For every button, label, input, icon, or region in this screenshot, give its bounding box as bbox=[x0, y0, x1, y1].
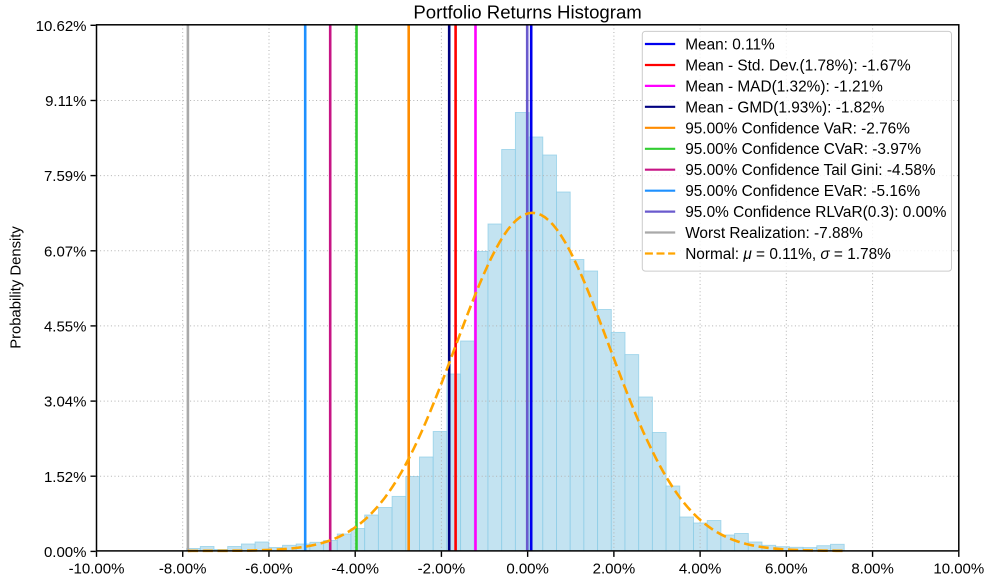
svg-text:Portfolio Returns Histogram: Portfolio Returns Histogram bbox=[413, 1, 641, 22]
svg-text:Normal: μ = 0.11%, σ = 1.78%: Normal: μ = 0.11%, σ = 1.78% bbox=[685, 246, 891, 263]
svg-text:Mean - MAD(1.32%): -1.21%: Mean - MAD(1.32%): -1.21% bbox=[685, 78, 883, 95]
svg-text:-4.00%: -4.00% bbox=[331, 560, 379, 577]
svg-text:6.00%: 6.00% bbox=[765, 560, 808, 577]
svg-text:95.0% Confidence RLVaR(0.3): 0: 95.0% Confidence RLVaR(0.3): 0.00% bbox=[685, 204, 947, 221]
svg-text:10.62%: 10.62% bbox=[36, 18, 87, 35]
svg-text:7.59%: 7.59% bbox=[44, 168, 87, 185]
svg-text:-10.00%: -10.00% bbox=[69, 560, 125, 577]
svg-text:0.00%: 0.00% bbox=[506, 560, 549, 577]
svg-text:6.07%: 6.07% bbox=[44, 243, 87, 260]
svg-text:4.55%: 4.55% bbox=[44, 319, 87, 336]
svg-text:4.00%: 4.00% bbox=[679, 560, 722, 577]
svg-text:95.00% Confidence EVaR: -5.16%: 95.00% Confidence EVaR: -5.16% bbox=[685, 183, 920, 200]
svg-text:0.00%: 0.00% bbox=[44, 544, 87, 561]
svg-text:Worst Realization: -7.88%: Worst Realization: -7.88% bbox=[685, 225, 863, 242]
svg-text:95.00% Confidence CVaR: -3.97%: 95.00% Confidence CVaR: -3.97% bbox=[685, 141, 921, 158]
svg-text:95.00% Confidence VaR: -2.76%: 95.00% Confidence VaR: -2.76% bbox=[685, 120, 910, 137]
svg-text:Mean: 0.11%: Mean: 0.11% bbox=[685, 37, 775, 54]
svg-text:Mean - GMD(1.93%): -1.82%: Mean - GMD(1.93%): -1.82% bbox=[685, 99, 885, 116]
svg-text:Probability Density: Probability Density bbox=[9, 226, 25, 349]
svg-text:10.00%: 10.00% bbox=[933, 560, 984, 577]
svg-text:-8.00%: -8.00% bbox=[159, 560, 207, 577]
svg-text:9.11%: 9.11% bbox=[45, 93, 86, 110]
svg-text:Mean - Std. Dev.(1.78%): -1.67: Mean - Std. Dev.(1.78%): -1.67% bbox=[685, 58, 911, 75]
svg-text:2.00%: 2.00% bbox=[593, 560, 636, 577]
svg-text:-6.00%: -6.00% bbox=[245, 560, 293, 577]
svg-text:8.00%: 8.00% bbox=[851, 560, 894, 577]
svg-text:-2.00%: -2.00% bbox=[418, 560, 466, 577]
svg-text:3.04%: 3.04% bbox=[44, 394, 87, 411]
svg-text:95.00% Confidence Tail Gini: -: 95.00% Confidence Tail Gini: -4.58% bbox=[685, 162, 936, 179]
svg-text:1.52%: 1.52% bbox=[44, 469, 87, 486]
